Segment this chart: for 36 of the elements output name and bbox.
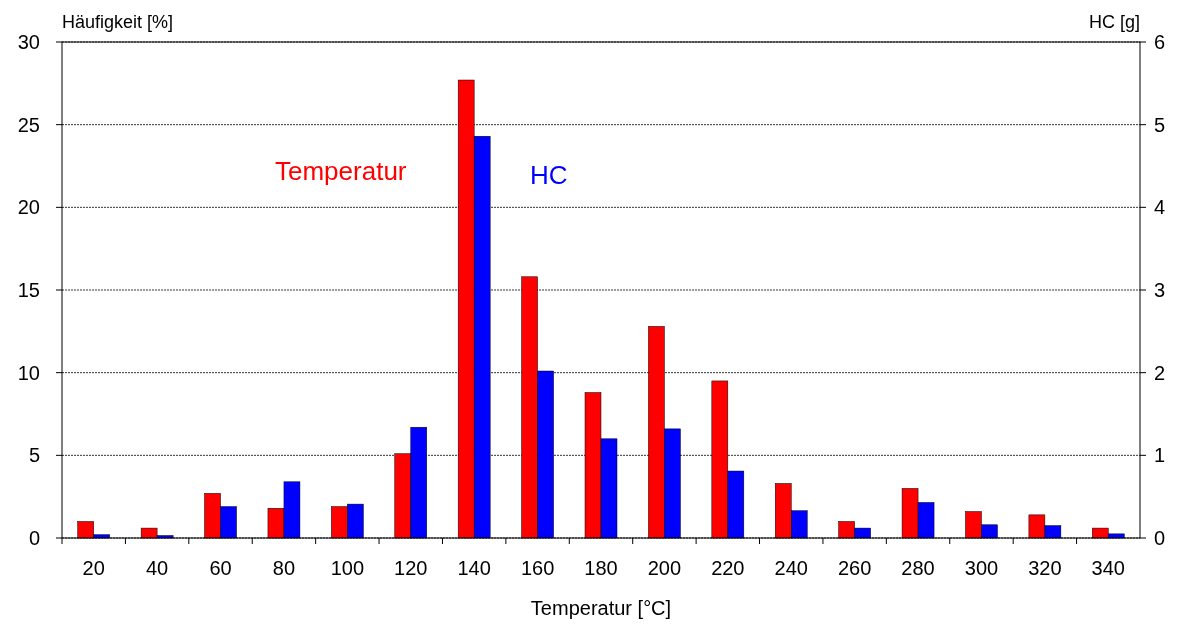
series-label: HC bbox=[530, 160, 568, 190]
y-tick-label: 15 bbox=[17, 279, 40, 301]
x-tick-label: 180 bbox=[584, 557, 618, 579]
x-tick-label: 340 bbox=[1091, 557, 1125, 579]
y2-tick-label: 0 bbox=[1154, 527, 1166, 549]
y2-tick-label: 5 bbox=[1154, 113, 1166, 136]
y2-tick-label: 4 bbox=[1154, 196, 1166, 219]
y-axis-title: Häufigkeit [%] bbox=[62, 12, 174, 32]
y2-tick-label: 1 bbox=[1154, 444, 1166, 467]
y2-tick-label: 3 bbox=[1154, 279, 1166, 301]
y-tick-label: 25 bbox=[17, 113, 40, 136]
x-tick-label: 300 bbox=[964, 557, 999, 579]
x-axis-title: Temperatur [°C] bbox=[530, 597, 672, 619]
y-tick-label: 0 bbox=[28, 527, 40, 549]
x-tick-label: 160 bbox=[520, 557, 555, 579]
y2-tick-label: 6 bbox=[1154, 31, 1166, 53]
x-tick-label: 40 bbox=[145, 557, 169, 579]
x-tick-label: 60 bbox=[209, 557, 232, 579]
x-tick-label: 80 bbox=[272, 557, 296, 579]
series-label: Temperatur bbox=[275, 156, 407, 186]
y-tick-label: 30 bbox=[17, 31, 40, 53]
x-tick-label: 240 bbox=[774, 557, 808, 579]
x-tick-label: 140 bbox=[457, 557, 491, 579]
x-tick-label: 20 bbox=[82, 557, 105, 579]
x-tick-label: 320 bbox=[1028, 557, 1062, 579]
y2-tick-label: 2 bbox=[1154, 361, 1166, 384]
y-tick-label: 10 bbox=[17, 361, 40, 384]
x-tick-label: 120 bbox=[394, 557, 428, 579]
x-tick-label: 220 bbox=[711, 557, 745, 579]
x-tick-label: 200 bbox=[647, 557, 682, 579]
x-tick-label: 260 bbox=[837, 557, 872, 579]
y-tick-label: 5 bbox=[28, 444, 40, 467]
x-tick-label: 280 bbox=[901, 557, 935, 579]
y-tick-label: 20 bbox=[17, 196, 40, 219]
y2-axis-title: HC [g] bbox=[1088, 12, 1140, 32]
x-tick-label: 100 bbox=[330, 557, 365, 579]
